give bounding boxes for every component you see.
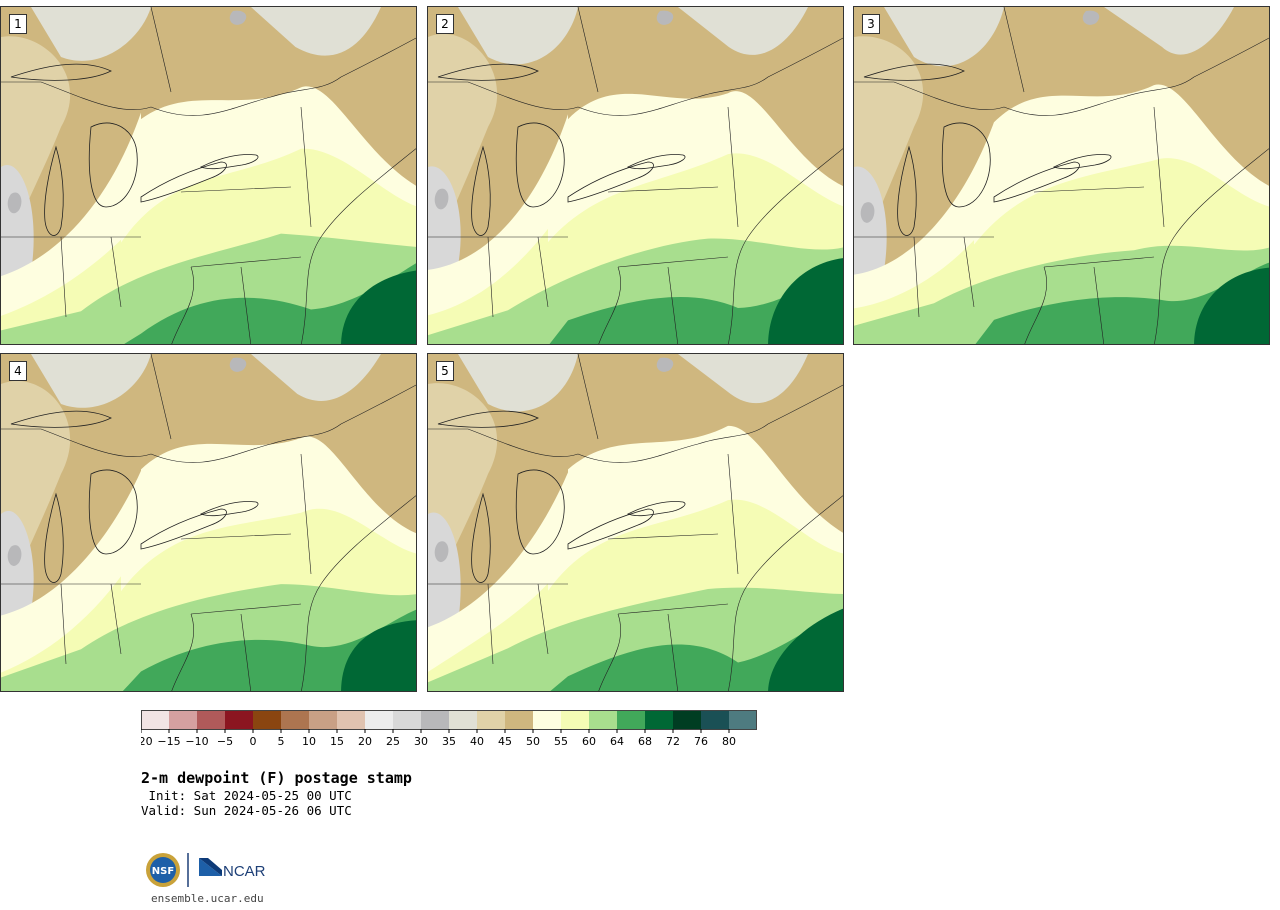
ensemble-member-map: 2: [427, 6, 844, 345]
colorbar-tick-label: 25: [386, 735, 400, 748]
colorbar-swatch: [393, 710, 421, 729]
chart-title: 2-m dewpoint (F) postage stamp: [141, 769, 412, 787]
colorbar-tick-label: 0: [250, 735, 257, 748]
colorbar-swatch: [281, 710, 309, 729]
site-url: ensemble.ucar.edu: [151, 892, 264, 905]
ensemble-member-map: 1: [0, 6, 417, 345]
colorbar-swatch: [309, 710, 337, 729]
svg-text:NSF: NSF: [152, 866, 174, 877]
colorbar-swatch: [561, 710, 589, 729]
colorbar-swatch: [225, 710, 253, 729]
colorbar-tick-label: 35: [442, 735, 456, 748]
colorbar-swatch: [197, 710, 225, 729]
colorbar-swatch: [617, 710, 645, 729]
colorbar-swatch: [421, 710, 449, 729]
dewpoint-field: [428, 7, 843, 344]
dewpoint-field: [428, 354, 843, 691]
colorbar-swatch: [701, 710, 729, 729]
colorbar-tick-label: −10: [185, 735, 208, 748]
colorbar-swatch: [449, 710, 477, 729]
colorbar-tick-label: −15: [157, 735, 180, 748]
colorbar-tick-label: 10: [302, 735, 316, 748]
member-number-label: 5: [436, 361, 454, 381]
colorbar-tick-label: 64: [610, 735, 624, 748]
ensemble-member-map: 4: [0, 353, 417, 692]
colorbar-tick-label: 45: [498, 735, 512, 748]
colorbar-swatch: [729, 710, 757, 729]
colorbar-swatch: [645, 710, 673, 729]
nsf-ncar-logo: NSF NCAR: [146, 853, 266, 887]
colorbar-tick-label: 72: [666, 735, 680, 748]
valid-time: Valid: Sun 2024-05-26 06 UTC: [141, 803, 352, 818]
colorbar-tick-label: −20: [141, 735, 153, 748]
colorbar-swatch: [337, 710, 365, 729]
colorbar-swatch: [477, 710, 505, 729]
colorbar-tick-label: 15: [330, 735, 344, 748]
member-number-label: 2: [436, 14, 454, 34]
colorbar-swatch: [169, 710, 197, 729]
ensemble-member-map: 3: [853, 6, 1270, 345]
member-number-label: 1: [9, 14, 27, 34]
colorbar-tick-label: 40: [470, 735, 484, 748]
colorbar-tick-label: 55: [554, 735, 568, 748]
colorbar-tick-label: 80: [722, 735, 736, 748]
colorbar-swatch: [365, 710, 393, 729]
colorbar-tick-label: 50: [526, 735, 540, 748]
colorbar-tick-label: 76: [694, 735, 708, 748]
colorbar-swatch: [141, 710, 169, 729]
init-time: Init: Sat 2024-05-25 00 UTC: [141, 788, 352, 803]
colorbar-tick-label: 20: [358, 735, 372, 748]
colorbar-swatch: [533, 710, 561, 729]
dewpoint-field: [1, 354, 416, 691]
colorbar-tick-label: 60: [582, 735, 596, 748]
colorbar-swatch: [673, 710, 701, 729]
ensemble-member-map: 5: [427, 353, 844, 692]
colorbar-swatch: [505, 710, 533, 729]
member-number-label: 4: [9, 361, 27, 381]
colorbar-swatch: [253, 710, 281, 729]
dewpoint-field: [1, 7, 416, 344]
svg-text:NCAR: NCAR: [223, 863, 266, 880]
colorbar-swatch: [589, 710, 617, 729]
colorbar-tick-label: −5: [217, 735, 233, 748]
colorbar-tick-label: 30: [414, 735, 428, 748]
colorbar-tick-label: 68: [638, 735, 652, 748]
member-number-label: 3: [862, 14, 880, 34]
colorbar: −20 −15 −10 −5 0 5 10 15 20 25 30 35 40 45 50 55 60 64 68 7…: [141, 710, 757, 748]
colorbar-tick-label: 5: [278, 735, 285, 748]
dewpoint-field: [854, 7, 1269, 344]
